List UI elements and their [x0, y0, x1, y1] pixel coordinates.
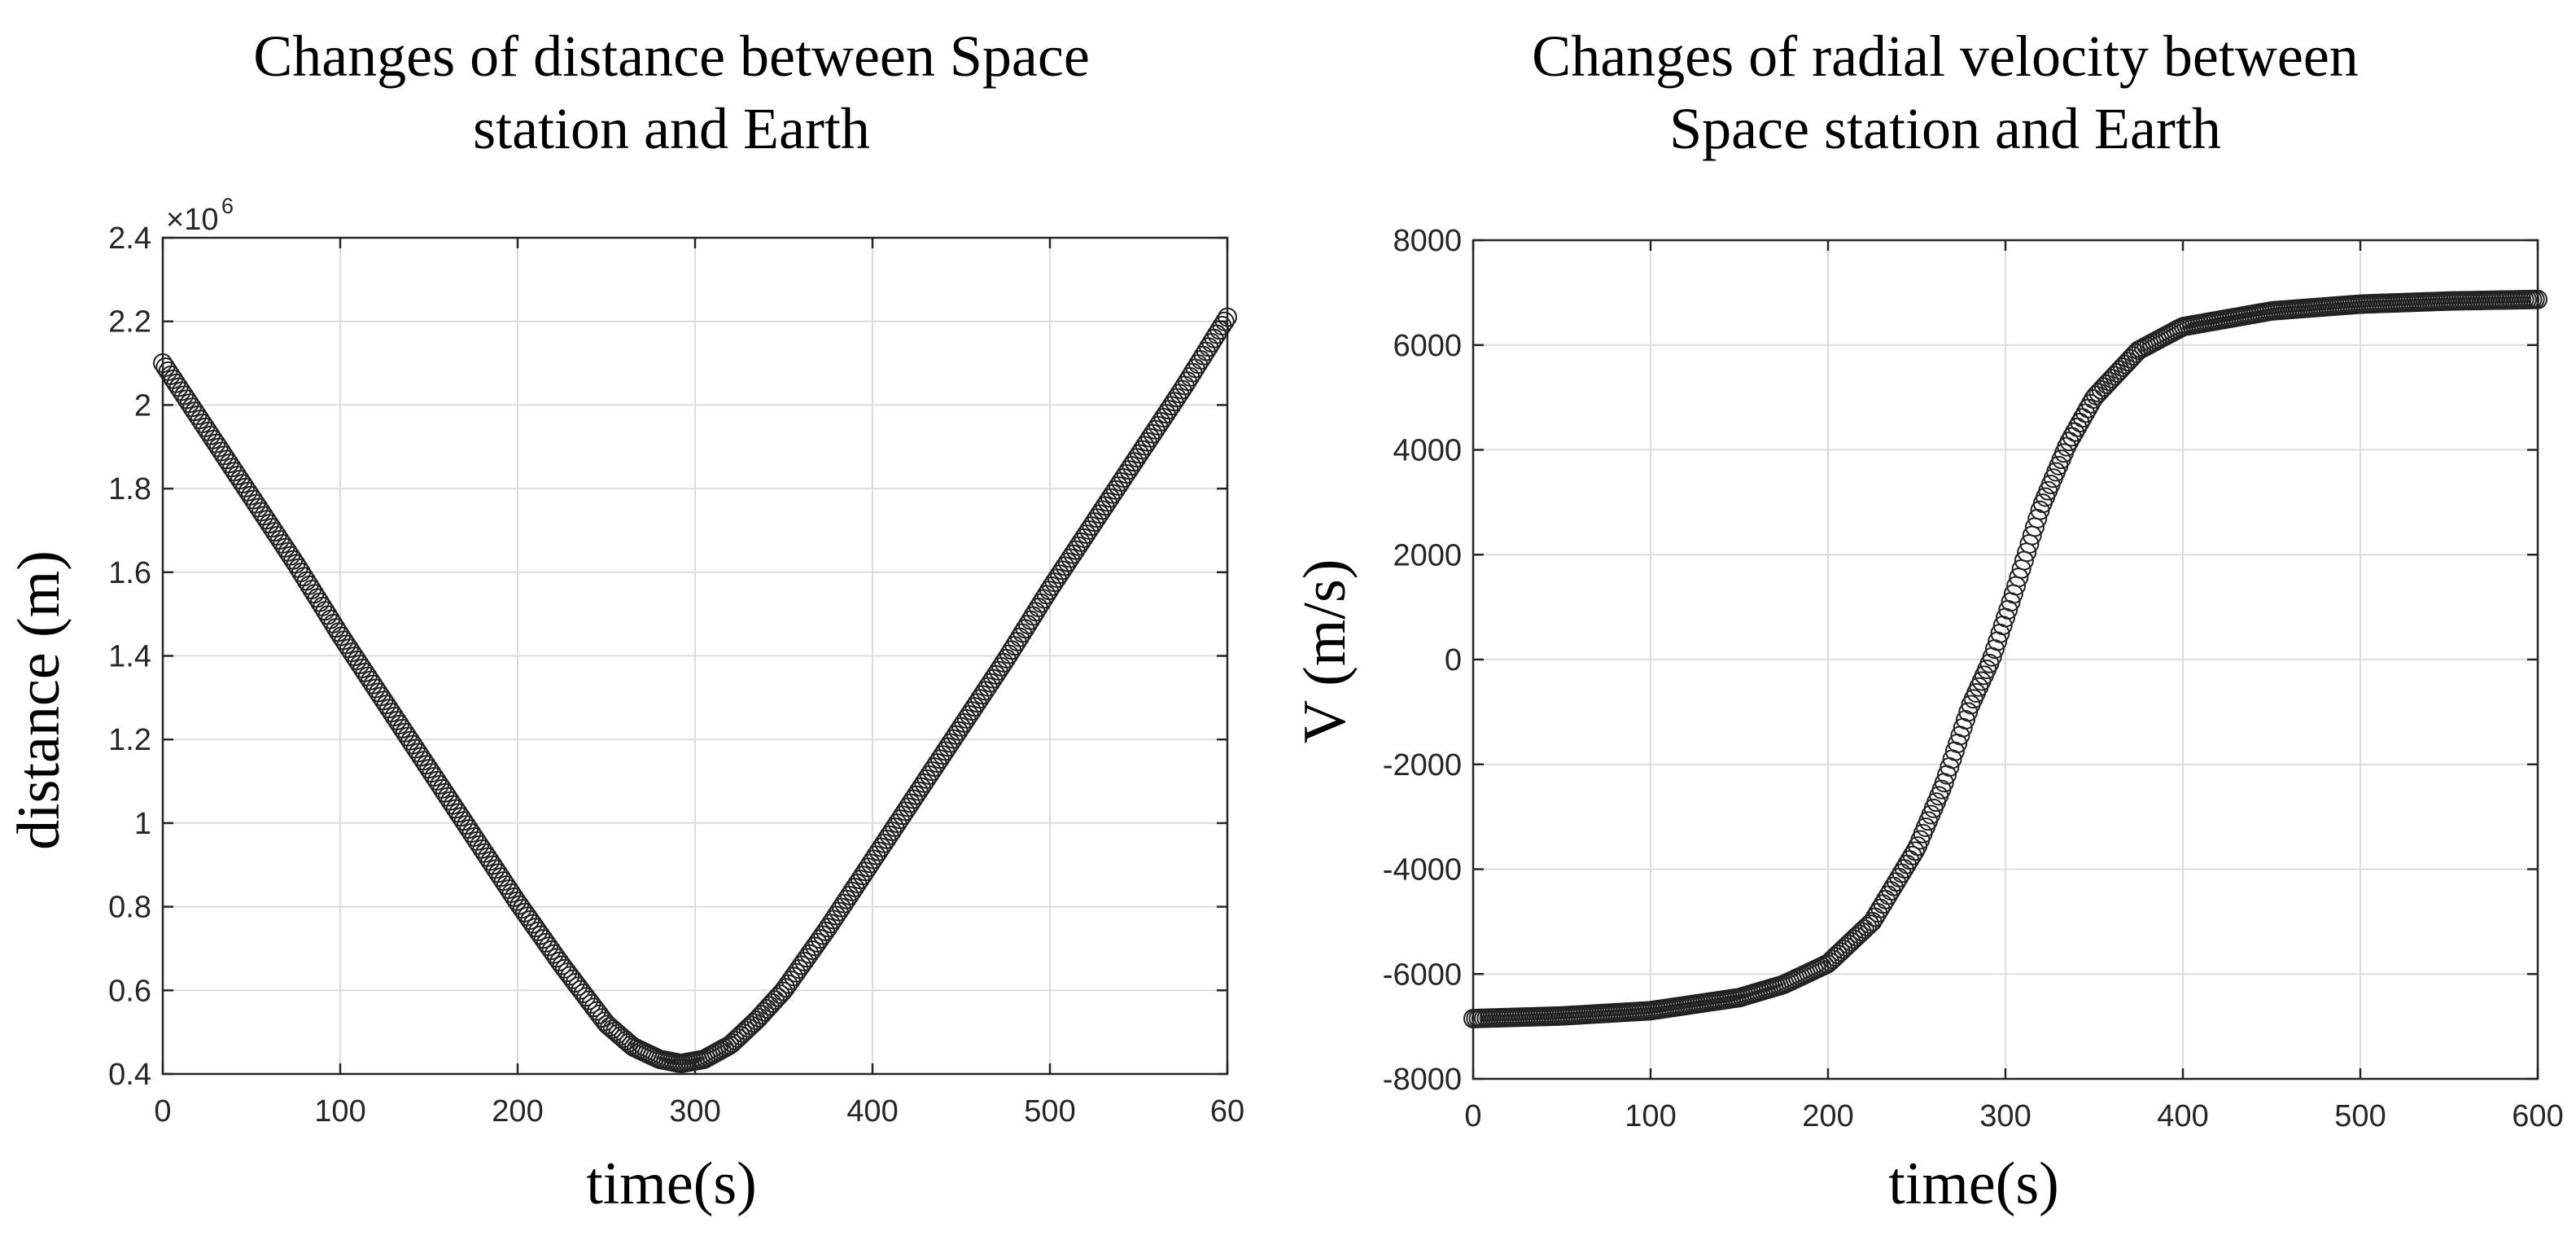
distance-marker [587, 1001, 607, 1021]
y-tick-label: -4000 [1383, 853, 1462, 888]
distance-chart-grid [163, 238, 1227, 1074]
x-tick-label: 600 [2512, 1099, 2563, 1133]
velocity-marker [1955, 710, 1975, 730]
distance-chart: Changes of distance between Space statio… [6, 24, 1244, 1217]
x-tick-label: 300 [669, 1094, 720, 1129]
x-tick-label: 0 [1464, 1099, 1481, 1133]
distance-marker [589, 1004, 610, 1024]
velocity-marker [1833, 939, 1853, 959]
x-tick-label: 400 [2157, 1099, 2208, 1133]
velocity-marker [1822, 949, 1843, 970]
y-tick-label: 1 [134, 807, 151, 841]
y-tick-label: 1.2 [108, 723, 151, 757]
distance-marker [1214, 311, 1235, 331]
distance-marker [562, 969, 583, 989]
velocity-marker [1841, 931, 1861, 952]
velocity-marker [1835, 936, 1856, 957]
x-tick-label: 0 [154, 1094, 171, 1129]
velocity-marker [1843, 929, 1864, 949]
distance-marker [741, 1015, 761, 1036]
y-multiplier-base: ×10 [166, 203, 218, 237]
x-tick-label: 500 [1024, 1094, 1075, 1129]
x-tick-label: 60 [1210, 1094, 1244, 1129]
x-tick-label: 200 [492, 1094, 543, 1129]
y-tick-label: 6000 [1393, 329, 1462, 363]
distance-chart-ticks: 0 100 200 300 400 500 60 0.4 0.6 0.8 1 1.2 1.4 1.6 1.8… [108, 221, 1244, 1129]
velocity-marker [1852, 922, 1872, 942]
y-tick-label: -6000 [1383, 958, 1462, 992]
distance-marker [579, 990, 599, 1010]
distance-marker [575, 987, 596, 1007]
distance-marker [584, 997, 604, 1018]
y-tick-label: 4000 [1393, 434, 1462, 468]
distance-marker [560, 966, 580, 986]
y-tick-label: 0.4 [108, 1058, 151, 1092]
y-tick-label: 2 [134, 388, 151, 423]
distance-marker [568, 976, 588, 997]
distance-chart-title-line1: Changes of distance between Space [253, 24, 1090, 89]
x-tick-label: 400 [846, 1094, 898, 1129]
distance-chart-title-line2: station and Earth [473, 96, 870, 161]
velocity-chart-grid [1473, 240, 2538, 1079]
y-tick-label: 2.2 [108, 305, 151, 340]
y-multiplier-exponent: 6 [221, 194, 234, 218]
y-tick-label: 0.8 [108, 891, 151, 925]
distance-marker [730, 1025, 750, 1045]
distance-marker [581, 993, 601, 1014]
distance-marker [571, 980, 591, 1000]
velocity-marker [1849, 924, 1870, 945]
x-tick-label: 200 [1802, 1099, 1853, 1133]
y-tick-label: -8000 [1383, 1063, 1462, 1097]
distance-marker [552, 955, 572, 975]
distance-marker [573, 983, 593, 1003]
velocity-marker [1902, 845, 1922, 866]
velocity-marker [1830, 941, 1851, 962]
distance-marker [565, 973, 585, 993]
velocity-chart-ticks: 0 100 200 300 400 500 600 -8000 -6000 -4000 -2000 0… [1383, 224, 2564, 1133]
distance-marker [728, 1028, 748, 1048]
x-tick-label: 100 [314, 1094, 365, 1129]
distance-marker [594, 1011, 614, 1032]
velocity-chart-xlabel: time(s) [1888, 1151, 2059, 1217]
velocity-chart-title-line2: Space station and Earth [1669, 96, 2221, 161]
distance-marker [725, 1030, 746, 1050]
distance-marker [770, 984, 790, 1005]
y-tick-label: 0 [1445, 643, 1462, 677]
distance-chart-y-multiplier: ×10 6 [166, 194, 234, 237]
distance-chart-markers [153, 307, 1237, 1073]
velocity-chart-markers [1463, 289, 2548, 1028]
x-tick-label: 500 [2334, 1099, 2386, 1133]
y-tick-label: 1.8 [108, 472, 151, 506]
y-tick-label: 0.6 [108, 974, 151, 1008]
velocity-marker [1820, 952, 1840, 972]
y-tick-label: 2.4 [108, 221, 151, 256]
y-tick-label: -2000 [1383, 748, 1462, 782]
distance-marker [1218, 307, 1237, 327]
y-tick-label: 1.6 [108, 556, 151, 590]
velocity-marker [1825, 947, 1845, 967]
y-tick-label: 1.4 [108, 640, 151, 674]
velocity-chart-ylabel: V (m/s) [1292, 559, 1358, 744]
velocity-chart-title-line1: Changes of radial velocity between [1532, 24, 2359, 89]
x-tick-label: 100 [1625, 1099, 1676, 1133]
distance-marker [558, 962, 578, 983]
distance-chart-ylabel: distance (m) [6, 550, 72, 850]
y-tick-label: 2000 [1393, 538, 1462, 572]
velocity-chart: Changes of radial velocity between Space… [1292, 24, 2564, 1217]
distance-marker [554, 958, 575, 979]
y-tick-label: 8000 [1393, 224, 1462, 258]
distance-chart-xlabel: time(s) [586, 1151, 757, 1217]
velocity-marker [1854, 919, 1874, 940]
distance-marker [738, 1018, 759, 1038]
velocity-marker [1905, 841, 1925, 861]
distance-marker [736, 1020, 756, 1041]
velocity-marker [1827, 945, 1848, 965]
velocity-marker [2528, 289, 2548, 309]
x-tick-label: 300 [1979, 1099, 2031, 1133]
velocity-marker [1839, 934, 1859, 954]
velocity-marker [1846, 927, 1866, 947]
distance-marker [722, 1033, 742, 1054]
distance-marker [733, 1023, 753, 1043]
